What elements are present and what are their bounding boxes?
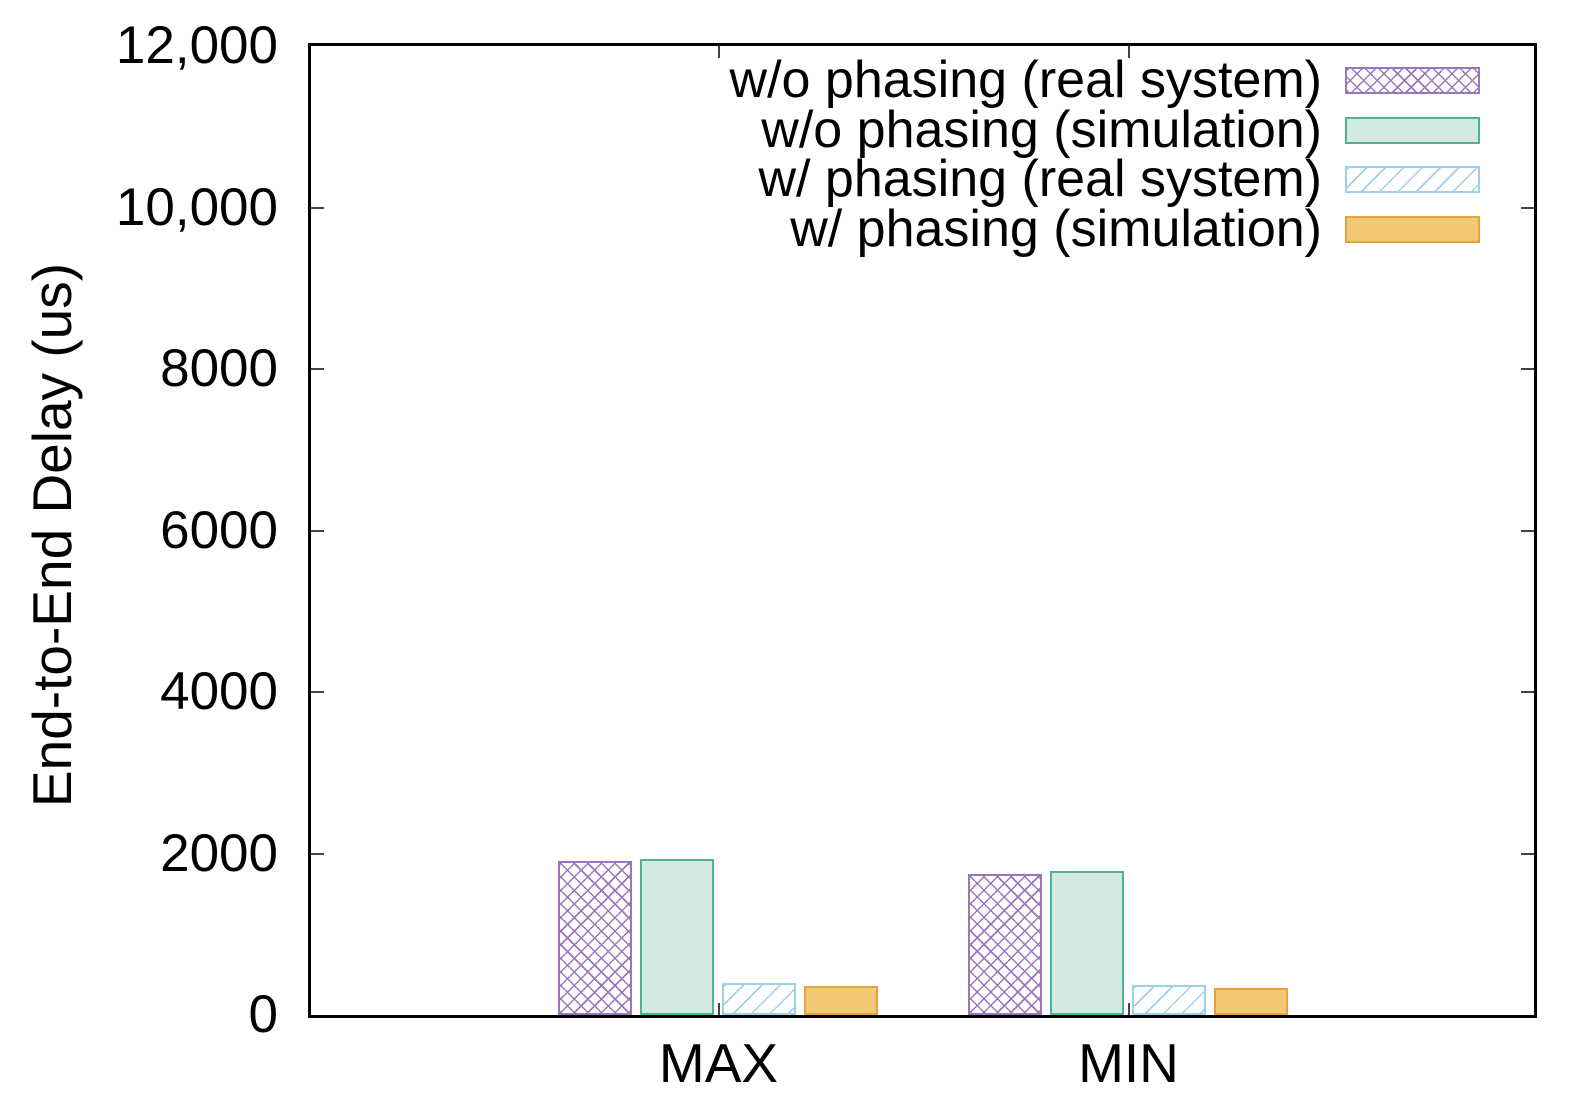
bar-max-series-2 xyxy=(722,983,796,1015)
y-tick-mark-left xyxy=(311,368,324,370)
bar-max-series-3 xyxy=(804,986,878,1015)
legend-row: w/o phasing (simulation) xyxy=(730,100,1480,159)
x-tick-mark-bottom xyxy=(717,1003,720,1015)
legend-label: w/ phasing (simulation) xyxy=(790,199,1322,258)
y-tick-mark-left xyxy=(311,206,324,209)
y-tick-label: 12,000 xyxy=(115,16,278,75)
legend-swatch-series-0 xyxy=(1345,67,1480,95)
legend: w/o phasing (real system) w/o phasing (si… xyxy=(729,51,1480,258)
legend-label: w/o phasing (simulation) xyxy=(761,100,1322,159)
y-tick-label: 8000 xyxy=(160,339,278,398)
legend-row: w/ phasing (real system) xyxy=(730,150,1480,209)
y-tick-mark-right xyxy=(1521,852,1534,855)
y-tick-label: 4000 xyxy=(160,662,278,721)
bar-min-series-3 xyxy=(1214,988,1288,1015)
x-tick-mark-top xyxy=(1127,46,1130,58)
legend-row: w/o phasing (real system) xyxy=(729,51,1480,110)
y-tick-label: 2000 xyxy=(160,823,278,883)
legend-swatch-series-1 xyxy=(1345,116,1480,144)
x-tick-mark-bottom xyxy=(1127,1003,1130,1015)
legend-label: w/o phasing (real system) xyxy=(729,51,1322,110)
plot-area: w/o phasing (real system) w/o phasing (si… xyxy=(308,43,1537,1018)
legend-swatch-series-2 xyxy=(1345,166,1480,194)
y-tick-mark-right xyxy=(1521,206,1534,209)
legend-row: w/ phasing (simulation) xyxy=(730,199,1480,258)
y-tick-label: 6000 xyxy=(160,500,278,560)
bar-min-series-0 xyxy=(968,874,1042,1015)
y-tick-mark-right xyxy=(1521,368,1534,370)
y-tick-mark-left xyxy=(311,529,324,532)
legend-swatch-series-3 xyxy=(1345,215,1480,243)
y-tick-mark-right xyxy=(1521,529,1534,532)
bar-min-series-1 xyxy=(1050,871,1124,1015)
y-tick-mark-left xyxy=(311,691,324,693)
x-tick-label: MAX xyxy=(658,1032,779,1094)
bar-max-series-1 xyxy=(640,859,714,1015)
legend-label: w/ phasing (real system) xyxy=(758,150,1322,209)
bar-max-series-0 xyxy=(558,861,632,1015)
y-tick-mark-left xyxy=(311,852,324,855)
x-tick-mark-top xyxy=(717,46,720,58)
y-tick-mark-right xyxy=(1521,691,1534,693)
bar-min-series-2 xyxy=(1132,985,1206,1015)
y-tick-label: 10,000 xyxy=(115,177,278,237)
y-tick-label: 0 xyxy=(248,985,278,1044)
x-tick-label: MIN xyxy=(1078,1032,1179,1094)
